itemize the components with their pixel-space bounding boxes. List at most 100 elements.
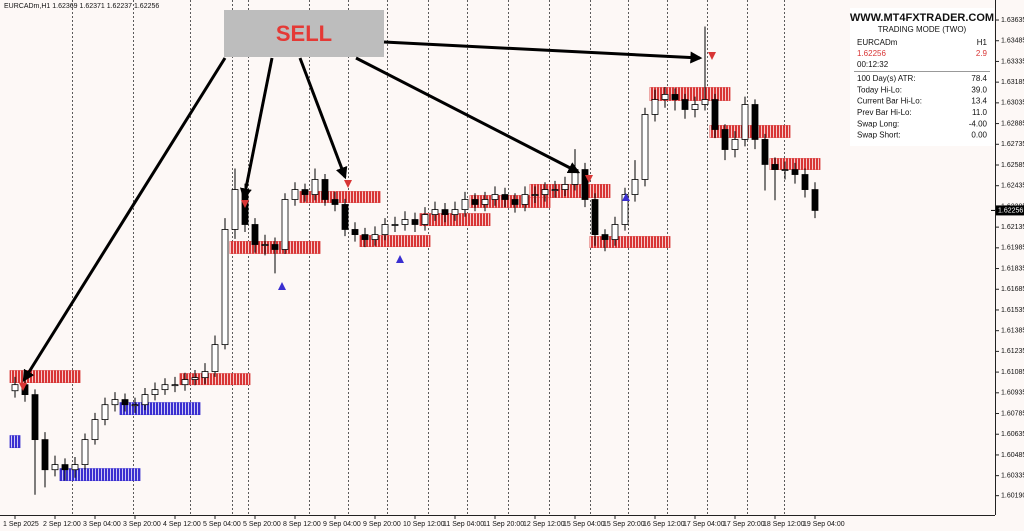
candle-body: [171, 384, 179, 387]
x-tick-label: 17 Sep 20:00: [723, 521, 765, 528]
candle-body: [81, 439, 89, 466]
buy-arrow: [622, 193, 630, 201]
x-tick-label: 9 Sep 04:00: [323, 521, 361, 528]
y-tick-label: 1.61385: [1001, 328, 1024, 335]
sell-arrow: [241, 200, 249, 208]
candle-body: [631, 179, 639, 195]
candle-body: [371, 234, 379, 240]
x-tick-label: 3 Sep 20:00: [123, 521, 161, 528]
buy-signals: [278, 193, 630, 290]
y-tick-label: 1.60785: [1001, 410, 1024, 417]
zone-hatch: [710, 125, 790, 138]
zone: [649, 87, 731, 101]
zone: [9, 370, 81, 383]
candle-body: [161, 384, 169, 391]
y-tick-label: 1.61685: [1001, 286, 1024, 293]
zone: [59, 468, 141, 482]
zone-hatch: [60, 468, 140, 481]
annotation-arrow: [383, 40, 703, 64]
panel-timer: 00:12:32: [857, 60, 889, 69]
candle-body: [301, 189, 309, 195]
y-tick-label: 1.61235: [1001, 348, 1024, 355]
y-tick-label: 1.61985: [1001, 245, 1024, 252]
candle-body: [271, 244, 279, 250]
annotation-text: SELL: [276, 21, 332, 46]
candle-body: [721, 129, 729, 150]
zone-hatch: [10, 435, 20, 448]
candle-body: [681, 99, 689, 110]
zone-hatch: [650, 87, 730, 101]
candle-body: [201, 371, 209, 379]
candle-body: [121, 399, 129, 406]
sell-arrow: [585, 175, 593, 183]
panel-row-value: 39.0: [971, 85, 987, 94]
candle-body: [321, 179, 329, 200]
candle-body: [151, 389, 159, 396]
candle-body: [391, 224, 399, 226]
candle-body: [501, 194, 509, 200]
x-tick-label: 17 Sep 04:00: [683, 521, 725, 528]
candle-body: [491, 194, 499, 200]
candle-body: [131, 404, 139, 407]
candle-body: [221, 229, 229, 346]
zone: [119, 402, 201, 416]
panel-background: [850, 8, 994, 146]
y-tick-label: 1.60635: [1001, 431, 1024, 438]
y-tick-label: 1.63635: [1001, 17, 1024, 24]
y-tick-label: 1.63035: [1001, 100, 1024, 107]
sell-arrow: [19, 383, 27, 391]
candle-body: [551, 189, 559, 191]
candle-body: [601, 234, 609, 240]
y-tick-label: 1.60935: [1001, 390, 1024, 397]
candle-body: [441, 209, 449, 215]
annotation-box: [224, 10, 384, 57]
current-price-tag: [996, 205, 1024, 216]
candle-body: [811, 189, 819, 211]
annotation-arrow: [355, 56, 581, 174]
candle-body: [31, 394, 39, 441]
candle-body: [451, 209, 459, 215]
y-tick-label: 1.60485: [1001, 452, 1024, 459]
candle-body: [411, 219, 419, 225]
y-tick-label: 1.62735: [1001, 141, 1024, 148]
candle-body: [11, 384, 19, 392]
candle-body: [261, 244, 269, 246]
candle-body: [531, 194, 539, 196]
candle-body: [741, 104, 749, 140]
candle-body: [351, 229, 359, 235]
candle-body: [281, 199, 289, 250]
candle-body: [141, 394, 149, 406]
y-tick-label: 1.61085: [1001, 369, 1024, 376]
candle-body: [71, 464, 79, 471]
y-tick-label: 1.62135: [1001, 224, 1024, 231]
y-tick-label: 1.62885: [1001, 120, 1024, 127]
candle-body: [621, 194, 629, 225]
chart-header: EURCADm,H1 1.62369 1.62371 1.62237 1.622…: [4, 3, 159, 10]
candle-body: [181, 379, 189, 386]
candle-body: [51, 464, 59, 471]
panel-row-label: 100 Day(s) ATR:: [857, 74, 916, 83]
candle-body: [801, 174, 809, 190]
candle-body: [511, 199, 519, 205]
candle-body: [481, 199, 489, 205]
panel-row-value: 13.4: [971, 97, 987, 106]
candle-body: [41, 439, 49, 471]
candle-body: [361, 234, 369, 240]
zone: [469, 195, 551, 208]
sell-arrow: [708, 52, 716, 60]
y-tick-label: 1.60335: [1001, 472, 1024, 479]
x-tick-label: 15 Sep 04:00: [563, 521, 605, 528]
candle-body: [291, 189, 299, 200]
zone: [709, 125, 791, 138]
y-tick-label: 1.60190: [1001, 493, 1024, 500]
zone-hatch: [180, 373, 250, 385]
candle-body: [701, 99, 709, 105]
candle-body: [731, 139, 739, 150]
candle-body: [111, 399, 119, 406]
plot: [9, 26, 821, 495]
candle-body: [331, 199, 339, 205]
x-tick-label: 16 Sep 12:00: [643, 521, 685, 528]
x-tick-label: 4 Sep 12:00: [163, 521, 201, 528]
